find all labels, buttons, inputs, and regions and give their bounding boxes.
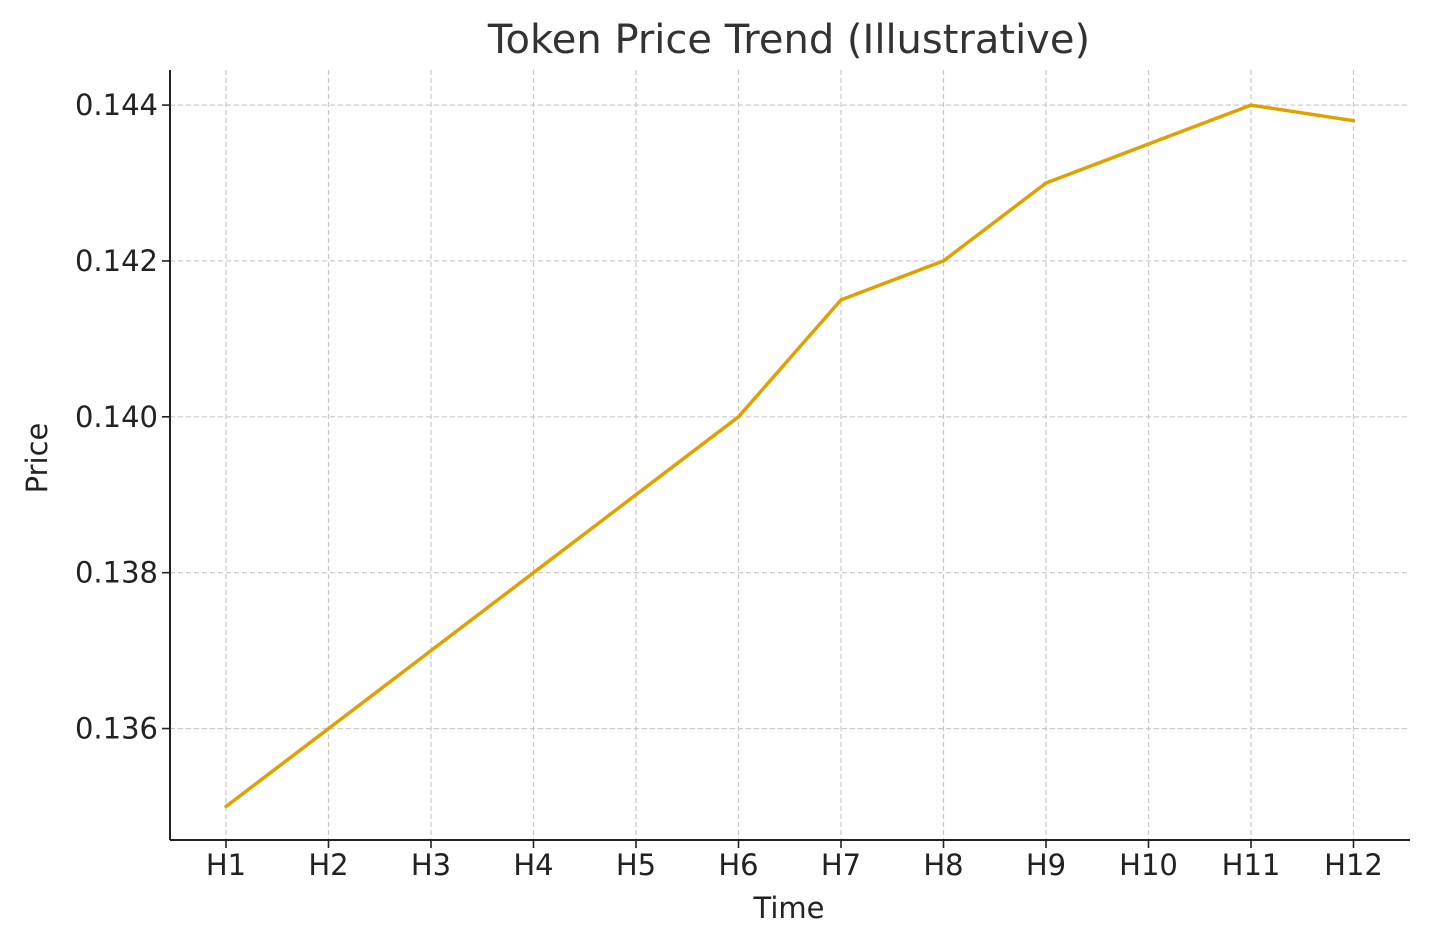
x-tick-label: H2: [308, 848, 348, 882]
grid: [170, 70, 1410, 840]
y-tick-label: 0.136: [75, 712, 158, 746]
x-tick-label: H11: [1222, 848, 1281, 882]
x-axis-label: Time: [753, 891, 825, 925]
x-tick-label: H3: [411, 848, 451, 882]
chart-title: Token Price Trend (Illustrative): [487, 17, 1090, 63]
x-tick-label: H7: [821, 848, 861, 882]
y-tick-label: 0.142: [75, 244, 158, 278]
price-series-line: [224, 103, 1356, 809]
x-tick-label: H9: [1026, 848, 1066, 882]
x-tick-label: H10: [1119, 848, 1178, 882]
y-axis-label: Price: [20, 423, 54, 494]
x-tick-label: H5: [616, 848, 656, 882]
y-tick-label: 0.138: [75, 556, 158, 590]
y-tick-label: 0.140: [75, 400, 158, 434]
axes: [169, 70, 1410, 841]
x-tick-label: H4: [513, 848, 553, 882]
series-layer: [224, 103, 1356, 809]
x-tick-label: H6: [718, 848, 758, 882]
x-tick-label: H1: [206, 848, 246, 882]
ticks: H1 H2 H3 H4 H5 H6 H7 H8 H9 H10 H11 H12 0.136 0.138 0.1…: [75, 88, 1383, 882]
x-tick-label: H12: [1324, 848, 1383, 882]
x-tick-label: H8: [923, 848, 963, 882]
y-tick-label: 0.144: [75, 88, 158, 122]
